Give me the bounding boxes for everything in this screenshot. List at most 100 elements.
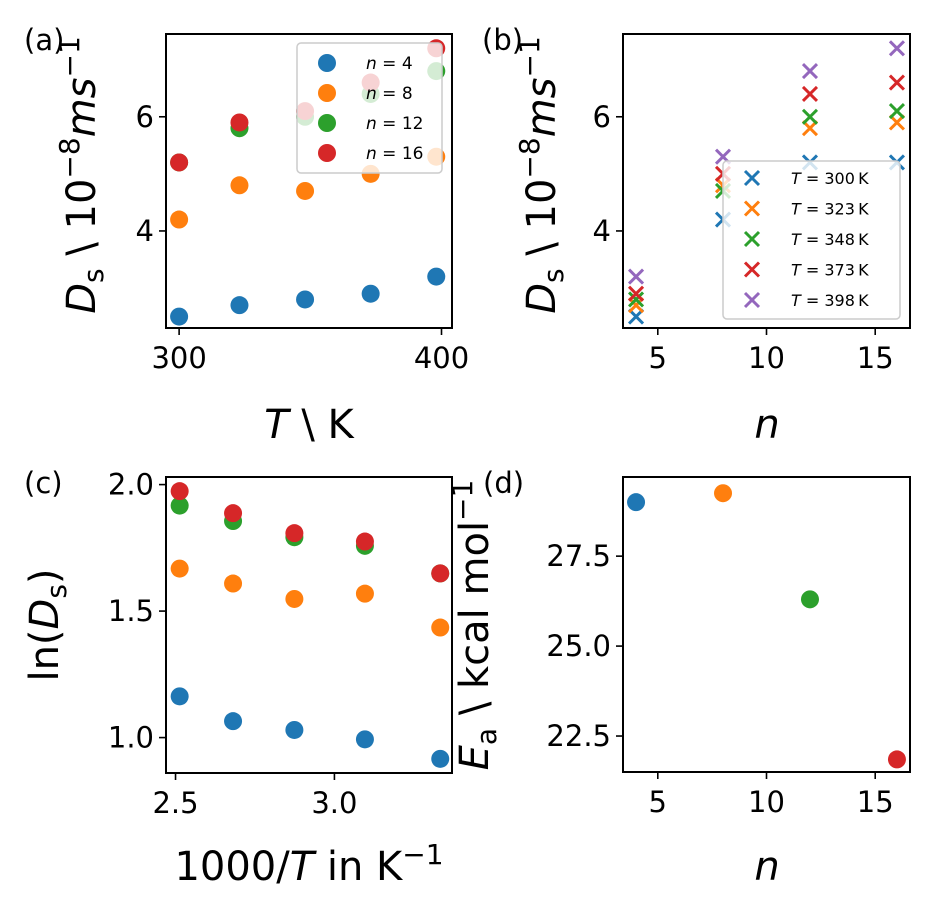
x-tick-label: 300 bbox=[151, 341, 206, 375]
data-point-4 bbox=[230, 296, 249, 315]
x-axis-label: n bbox=[754, 844, 779, 890]
y-tick-label: 22.5 bbox=[546, 719, 611, 753]
legend-marker bbox=[318, 54, 336, 72]
axes-frame bbox=[165, 33, 453, 329]
y-tick-label: 1.5 bbox=[108, 594, 154, 628]
axes-frame bbox=[622, 476, 911, 773]
data-point-4 bbox=[361, 284, 380, 303]
data-point bbox=[224, 712, 243, 731]
legend-marker bbox=[743, 200, 761, 217]
data-point-4 bbox=[427, 267, 446, 286]
legend-entry: T = 300 K bbox=[791, 169, 869, 188]
x-tick-label: 2.5 bbox=[152, 786, 198, 820]
legend-frame bbox=[722, 160, 901, 320]
data-point-398 bbox=[627, 268, 645, 285]
legend-marker bbox=[743, 169, 761, 187]
data-point bbox=[355, 532, 374, 551]
data-point bbox=[887, 750, 906, 769]
panel-a: (a) 300 400 4 6 n = 4 n = 8 n = 12 n = 16 T \ K Ds… bbox=[24, 23, 469, 448]
x-tick-label: 400 bbox=[414, 341, 469, 375]
legend-entry: n = 8 bbox=[366, 84, 413, 104]
legend-marker bbox=[743, 230, 761, 248]
data-point bbox=[170, 559, 189, 578]
x-tick-label: 5 bbox=[649, 785, 667, 819]
legend-entry: n = 16 bbox=[366, 144, 423, 164]
legend-marker bbox=[743, 291, 761, 309]
legend-entry: T = 373 K bbox=[791, 261, 869, 280]
data-point bbox=[800, 590, 819, 609]
data-point-398 bbox=[888, 40, 906, 57]
data-point-8 bbox=[170, 210, 189, 229]
legend: n = 4 n = 8 n = 12 n = 16 bbox=[296, 42, 443, 174]
data-point bbox=[355, 730, 374, 749]
data-point bbox=[224, 504, 243, 523]
x-axis-label: n bbox=[754, 402, 779, 448]
panel-label: (d) bbox=[483, 466, 524, 500]
panel-c: (c) 2.5 3.0 1.0 1.5 2.0 1000/T in K−1 ln(Ds) bbox=[22, 466, 453, 890]
data-point-398 bbox=[801, 63, 819, 80]
y-axis-label: ln(Ds) bbox=[22, 568, 73, 681]
data-point-4 bbox=[170, 307, 189, 326]
y-tick-label: 25.0 bbox=[546, 629, 611, 663]
data-point-8 bbox=[296, 181, 315, 200]
legend-marker bbox=[743, 261, 761, 278]
data-point bbox=[627, 493, 646, 512]
x-tick-label: 10 bbox=[748, 341, 785, 375]
panel-d: (d) 5 10 15 22.5 25.0 27.5 n Ea \ kcal mol−1 bbox=[446, 466, 911, 890]
x-tick-label: 3.0 bbox=[311, 786, 357, 820]
legend-entry: T = 348 K bbox=[791, 230, 869, 249]
data-point bbox=[285, 589, 304, 608]
x-axis-label: 1000/T in K−1 bbox=[174, 838, 443, 890]
data-point bbox=[355, 584, 374, 603]
x-tick-label: 10 bbox=[748, 785, 785, 819]
data-point bbox=[285, 524, 304, 543]
data-point bbox=[431, 618, 450, 637]
x-tick-label: 15 bbox=[857, 785, 894, 819]
data-point bbox=[431, 749, 450, 768]
legend-entry: T = 398 K bbox=[791, 291, 869, 310]
legend: T = 300 K T = 323 K T = 348 K T = 373 K T = … bbox=[722, 160, 901, 320]
data-point bbox=[170, 496, 189, 515]
y-tick-label: 4 bbox=[136, 214, 154, 248]
y-tick-label: 1.0 bbox=[108, 721, 154, 755]
x-tick-label: 15 bbox=[857, 341, 894, 375]
data-point-4 bbox=[296, 290, 315, 309]
y-axis-label: Ds \ 10−8ms−1 bbox=[513, 36, 570, 314]
series-points bbox=[170, 482, 450, 768]
data-point-373 bbox=[888, 74, 906, 91]
data-point-348 bbox=[627, 291, 645, 308]
legend-entry: n = 4 bbox=[366, 54, 413, 74]
x-tick-label: 5 bbox=[649, 341, 667, 375]
panel-label: (a) bbox=[24, 23, 64, 57]
data-point bbox=[170, 482, 189, 501]
y-tick-label: 6 bbox=[136, 100, 154, 134]
data-point-348 bbox=[801, 108, 819, 125]
data-point bbox=[285, 720, 304, 739]
data-point-373 bbox=[801, 85, 819, 103]
data-point-348 bbox=[888, 103, 906, 120]
panel-label: (c) bbox=[24, 466, 63, 500]
data-point bbox=[714, 484, 733, 503]
y-tick-label: 4 bbox=[593, 214, 611, 248]
data-point-373 bbox=[627, 285, 645, 302]
y-axis-label: Ds \ 10−8ms−1 bbox=[53, 36, 110, 314]
legend-marker bbox=[318, 84, 336, 102]
data-point-16 bbox=[170, 153, 189, 172]
y-tick-label: 2.0 bbox=[108, 468, 154, 502]
legend-entry: T = 323 K bbox=[791, 200, 869, 219]
panel-label: (b) bbox=[482, 23, 523, 57]
data-point-8 bbox=[230, 176, 249, 195]
legend-entry: n = 12 bbox=[366, 114, 423, 134]
legend-marker bbox=[318, 144, 336, 162]
y-tick-label: 27.5 bbox=[546, 539, 611, 573]
data-point bbox=[224, 574, 243, 593]
data-point-16 bbox=[230, 113, 249, 132]
x-axis-label: T \ K bbox=[264, 402, 355, 448]
legend-frame bbox=[296, 42, 443, 174]
legend-marker bbox=[318, 114, 336, 132]
data-point bbox=[170, 687, 189, 706]
axes-frame bbox=[165, 476, 453, 774]
y-tick-label: 6 bbox=[593, 100, 611, 134]
